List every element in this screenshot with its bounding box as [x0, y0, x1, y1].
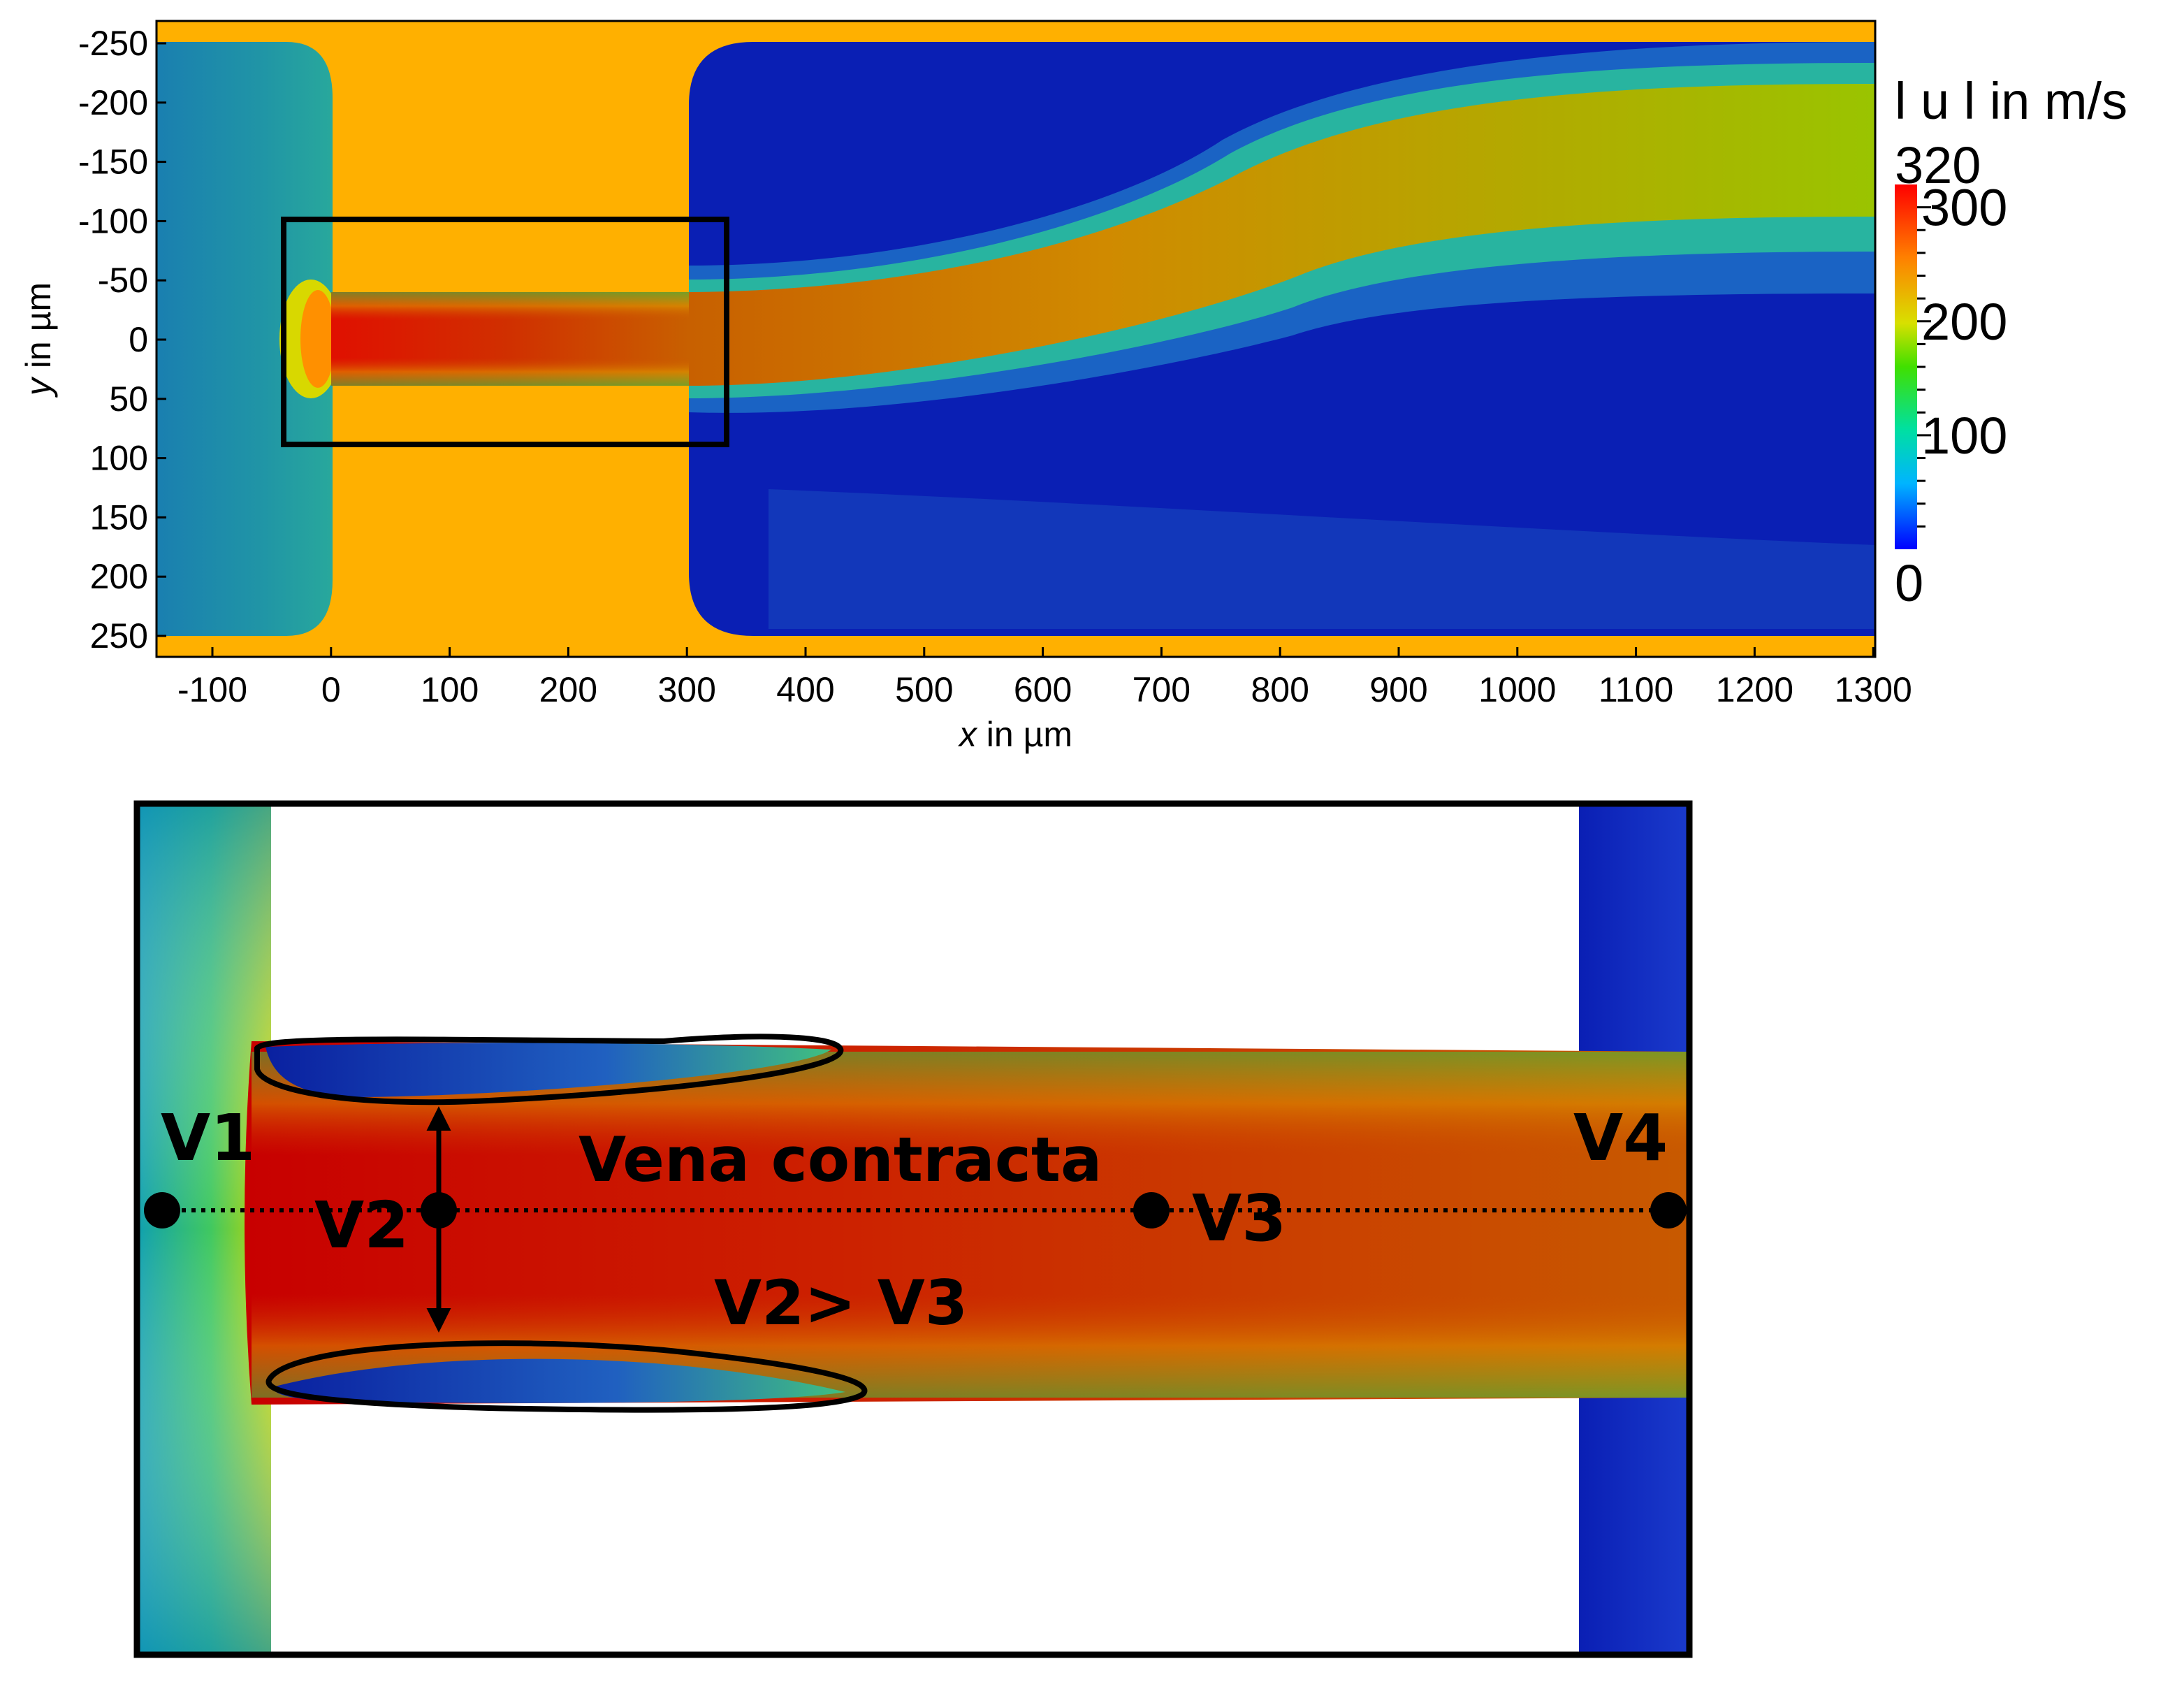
x-tick-label: 600 [1014, 670, 1072, 709]
y-tick-label: -100 [78, 201, 148, 240]
label-v4: V4 [1573, 1101, 1668, 1175]
x-tick-label: 500 [895, 670, 953, 709]
jet-plume [689, 84, 1875, 386]
lower-recirculation-zone [272, 1358, 845, 1403]
velocity-contour-plot: -250 -200 -150 -100 -50 0 50 100 150 200 250 -100 0… [19, 20, 1912, 754]
x-tick-label: 1300 [1835, 670, 1912, 709]
x-tick-label: 1000 [1478, 670, 1556, 709]
y-tick-label: 250 [90, 616, 148, 655]
label-v3: V3 [1192, 1181, 1286, 1256]
upper-bubble-outline [254, 1034, 844, 1106]
x-tick-label: 800 [1251, 670, 1309, 709]
x-tick-label: 400 [776, 670, 834, 709]
label-v2: V2 [314, 1188, 409, 1263]
colorbar-ticks: 300 200 100 [1917, 179, 2007, 528]
x-axis-label: x in µm [958, 715, 1072, 754]
label-v2-greater-v3: V2> V3 [714, 1267, 968, 1339]
point-v3 [1133, 1192, 1170, 1228]
colorbar-title: l u l in m/s [1895, 72, 2127, 130]
y-tick-label: 100 [90, 439, 148, 478]
x-tick-label: 1200 [1716, 670, 1793, 709]
point-v4 [1650, 1192, 1687, 1228]
x-tick-label: 1100 [1599, 670, 1674, 709]
y-axis-label: y in µm [19, 282, 58, 398]
y-tick-label: -250 [78, 24, 148, 63]
y-tick-label: 0 [129, 320, 148, 359]
colorbar-min-label: 0 [1895, 554, 1923, 612]
lower-bubble-outline [265, 1340, 868, 1413]
zoom-region-box [281, 217, 729, 447]
colorbar-tick-label: 300 [1921, 179, 2007, 237]
x-axis: -100 0 100 200 300 400 500 600 700 800 900 1000 1100… [177, 647, 1912, 709]
y-tick-label: -50 [98, 261, 148, 300]
y-tick-label: 50 [109, 379, 148, 419]
x-tick-label: 700 [1133, 670, 1191, 709]
colorbar-tick-label: 100 [1921, 407, 2007, 465]
y-tick-label: 200 [90, 557, 148, 596]
upper-recirculation-zone [265, 1043, 831, 1097]
x-tick-label: 300 [657, 670, 715, 709]
x-tick-label: 200 [539, 670, 597, 709]
y-tick-label: -200 [78, 83, 148, 122]
y-axis: -250 -200 -150 -100 -50 0 50 100 150 200 250 [78, 24, 166, 655]
x-tick-label: 0 [321, 670, 341, 709]
colorbar-tick-label: 200 [1921, 293, 2007, 351]
point-v1 [144, 1192, 180, 1228]
x-tick-label: 900 [1369, 670, 1427, 709]
x-tick-label: 100 [421, 670, 479, 709]
zoom-panel: V1 V2 V3 V4 Vena contracta V2> V3 [133, 800, 1693, 1658]
y-tick-label: -150 [78, 143, 148, 182]
y-tick-label: 150 [90, 498, 148, 537]
inlet-chamber [156, 42, 333, 636]
x-tick-label: -100 [177, 670, 247, 709]
colorbar-gradient [1895, 184, 1917, 549]
label-v1: V1 [161, 1101, 255, 1175]
zoom-panel-frame [133, 800, 1693, 1658]
label-vena-contracta: Vena contracta [578, 1124, 1102, 1196]
